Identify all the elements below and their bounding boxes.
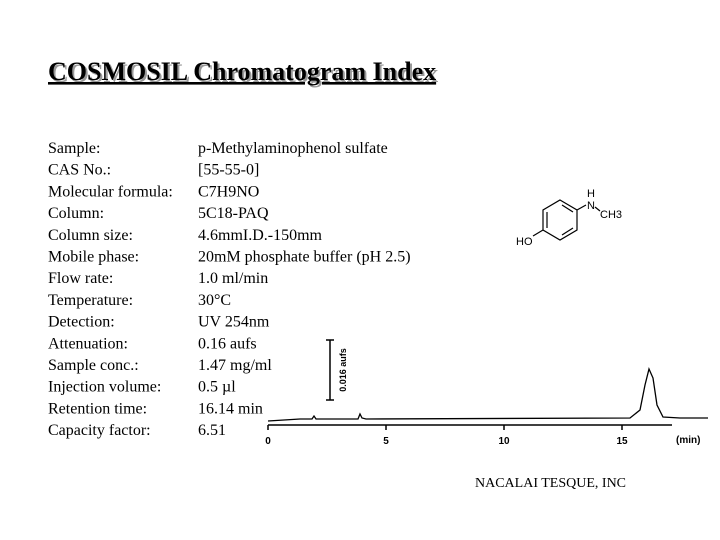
- field-value: 20mM phosphate buffer (pH 2.5): [198, 249, 411, 266]
- field-label: Capacity factor:: [48, 422, 151, 439]
- field-label: Mobile phase:: [48, 249, 139, 266]
- field-value: 16.14 min: [198, 400, 263, 417]
- field-value: [55-55-0]: [198, 162, 259, 179]
- field-value: 5C18-PAQ: [198, 205, 269, 222]
- x-axis-label: (min): [676, 435, 700, 446]
- double-bond: [561, 227, 574, 236]
- field-value: 6.51: [198, 422, 226, 439]
- structure-label: HO: [516, 236, 533, 248]
- field-label: Molecular formula:: [48, 183, 173, 200]
- title-shadow: COSMOSIL Chromatogram Index: [50, 59, 438, 88]
- double-bond: [561, 204, 574, 213]
- structure: [532, 199, 601, 241]
- field-label: Sample conc.:: [48, 357, 139, 374]
- field-label: Detection:: [48, 314, 115, 331]
- field-label: Flow rate:: [48, 270, 113, 287]
- field-label: Injection volume:: [48, 379, 161, 396]
- x-tick-label: 0: [265, 436, 271, 447]
- field-label: Column:: [48, 205, 104, 222]
- scale-label: 0.016 aufs: [338, 348, 348, 392]
- field-value: UV 254nm: [198, 314, 270, 331]
- x-tick-label: 15: [616, 436, 628, 447]
- field-list: Sample: p-Methylaminophenol sulfate CAS No…: [48, 140, 411, 439]
- bond: [576, 204, 587, 211]
- x-tick-label: 5: [383, 436, 389, 447]
- benzene-ring: [542, 199, 578, 241]
- bond: [594, 206, 601, 212]
- field-label: Column size:: [48, 227, 133, 244]
- field-value: 0.5 µl: [198, 379, 236, 396]
- x-tick-label: 10: [498, 436, 510, 447]
- trace: [267, 367, 708, 422]
- field-value: 4.6mmI.D.-150mm: [198, 227, 323, 244]
- field-value: 1.47 mg/ml: [198, 357, 272, 374]
- field-label: Sample:: [48, 140, 100, 157]
- structure-label: H: [587, 188, 595, 200]
- structure-label: CH3: [600, 209, 622, 221]
- field-value: C7H9NO: [198, 183, 259, 200]
- field-value: 0.16 aufs: [198, 335, 257, 352]
- footer: NACALAI TESQUE, INC: [475, 476, 626, 491]
- field-label: Attenuation:: [48, 335, 128, 352]
- structure-label: N: [587, 200, 595, 212]
- field-label: CAS No.:: [48, 162, 111, 179]
- field-label: Retention time:: [48, 400, 147, 417]
- field-label: Temperature:: [48, 292, 133, 309]
- field-value: 30°C: [198, 292, 231, 309]
- field-value: p-Methylaminophenol sulfate: [198, 140, 388, 157]
- bond: [532, 229, 544, 237]
- title: COSMOSIL Chromatogram Index: [48, 57, 436, 86]
- field-value: 1.0 ml/min: [198, 270, 268, 287]
